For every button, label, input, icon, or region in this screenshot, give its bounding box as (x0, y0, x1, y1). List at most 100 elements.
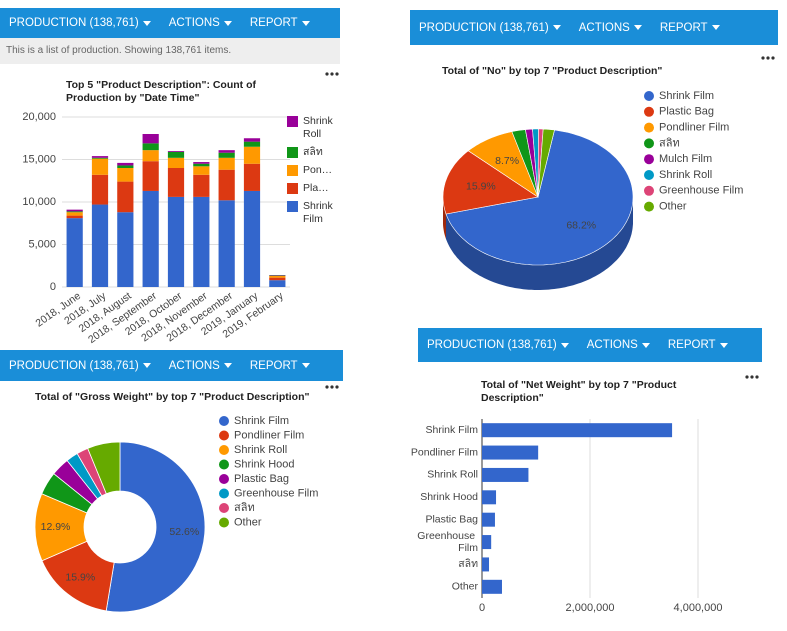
legend-swatch (287, 165, 298, 176)
y-tick-label: 15,000 (22, 153, 56, 165)
production-menu[interactable]: PRODUCTION (138,761) (427, 339, 569, 351)
legend-label: สลิท (234, 502, 255, 514)
bar-segment (243, 163, 261, 191)
bar-segment (91, 156, 109, 158)
pie-side (443, 197, 446, 239)
legend-item: Shrink Roll (287, 115, 347, 141)
legend-label: Pondliner Film (659, 122, 729, 134)
report-menu[interactable]: REPORT (668, 339, 728, 351)
legend-marker (219, 430, 229, 441)
menu-dots[interactable] (761, 56, 775, 60)
legend-label: Shrink Hood (234, 458, 295, 470)
bar-segment (243, 141, 261, 147)
legend-marker (219, 474, 229, 484)
bar-segment (66, 212, 83, 216)
actions-menu[interactable]: ACTIONS (587, 339, 650, 351)
y-tick-label: 5,000 (28, 238, 56, 250)
bar-segment (117, 165, 134, 168)
legend-item: สลิท (287, 146, 347, 159)
y-tick-label: Shrink Hood (420, 491, 478, 503)
y-tick-label: Pondliner Film (411, 446, 478, 458)
legend-marker (219, 503, 229, 513)
slice-label: 52.6% (169, 526, 199, 538)
legend-label: Shrink Film (234, 415, 289, 427)
bar-segment (269, 280, 286, 287)
bar-segment (91, 204, 109, 287)
legend-label: Shrink Roll (303, 115, 333, 140)
bar-segment (117, 181, 134, 213)
legend-label: Greenhouse Film (659, 185, 743, 197)
report-menu[interactable]: REPORT (660, 22, 720, 34)
bar-segment (167, 151, 185, 158)
pie-slice (445, 129, 634, 266)
menu-dots[interactable] (745, 375, 759, 379)
legend-marker (644, 91, 654, 101)
bar-segment (91, 157, 109, 159)
bar (482, 557, 490, 572)
y-tick-label: Shrink Roll (427, 469, 478, 481)
legend-label: Pon… (303, 164, 333, 176)
bar (482, 490, 497, 505)
actions-menu[interactable]: ACTIONS (169, 360, 232, 372)
bar-segment (269, 275, 286, 278)
bar-segment (142, 143, 159, 151)
production-menu[interactable]: PRODUCTION (138,761) (419, 22, 561, 34)
x-tick-label: 0 (479, 602, 485, 614)
bar-segment (167, 168, 185, 197)
y-tick-label: Other (452, 581, 479, 593)
legend-label: Other (659, 201, 687, 213)
x-tick-label: 2,000,000 (566, 602, 615, 614)
x-tick-label: 4,000,000 (674, 602, 723, 614)
production-menu[interactable]: PRODUCTION (138,761) (9, 360, 151, 372)
bar-segment (117, 168, 134, 182)
y-tick-label: 10,000 (22, 196, 56, 208)
legend-item: Pla… (287, 182, 347, 195)
menu-dots[interactable] (325, 72, 339, 76)
report-menu[interactable]: REPORT (250, 360, 310, 372)
legend-marker (644, 154, 654, 165)
bar-segment (142, 190, 159, 287)
legend-swatch (287, 183, 298, 194)
slice-label: 15.9% (65, 572, 95, 584)
actions-menu[interactable]: ACTIONS (169, 17, 232, 29)
bar (482, 467, 529, 482)
legend-label: Pondliner Film (234, 429, 304, 441)
legend-label: สลิท (659, 137, 680, 149)
donut-slice (87, 441, 121, 495)
legend-marker (644, 185, 654, 196)
bar-segment (243, 190, 261, 287)
legend-marker (644, 170, 654, 180)
bar-segment (218, 169, 235, 201)
pie-side (446, 197, 633, 290)
y-tick-label: 0 (50, 281, 56, 293)
bar (482, 423, 673, 438)
bar-segment (167, 196, 185, 287)
legend-marker (644, 122, 654, 133)
menu-dots[interactable] (325, 385, 339, 389)
legend: Shrink Roll สลิท Pon… Pla… Shrink Film (287, 115, 347, 231)
bar-segment (66, 218, 83, 287)
bar-segment (243, 138, 261, 142)
bar-segment (193, 166, 210, 175)
bar-segment (218, 152, 235, 158)
bar-segment (243, 146, 261, 164)
report-menu[interactable]: REPORT (250, 17, 310, 29)
legend-label: Plastic Bag (659, 106, 714, 118)
pie-slice (537, 128, 555, 198)
bar-segment (193, 196, 210, 287)
actions-menu[interactable]: ACTIONS (579, 22, 642, 34)
legend-label: Greenhouse Film (234, 487, 318, 499)
legend-label: Shrink Roll (659, 169, 712, 181)
y-tick-label: Greenhouse Film (417, 530, 478, 554)
legend-item: Shrink Film (287, 200, 347, 226)
legend-marker (644, 201, 654, 212)
bar (482, 512, 495, 527)
donut-slice (105, 441, 206, 613)
slice-label: 68.2% (566, 219, 596, 231)
info-text: This is a list of production. Showing 13… (0, 38, 340, 64)
chart-title: Total of "Gross Weight" by top 7 "Produc… (35, 391, 310, 403)
toolbar: PRODUCTION (138,761) ACTIONS REPORT (418, 328, 762, 362)
production-menu[interactable]: PRODUCTION (138,761) (9, 17, 151, 29)
